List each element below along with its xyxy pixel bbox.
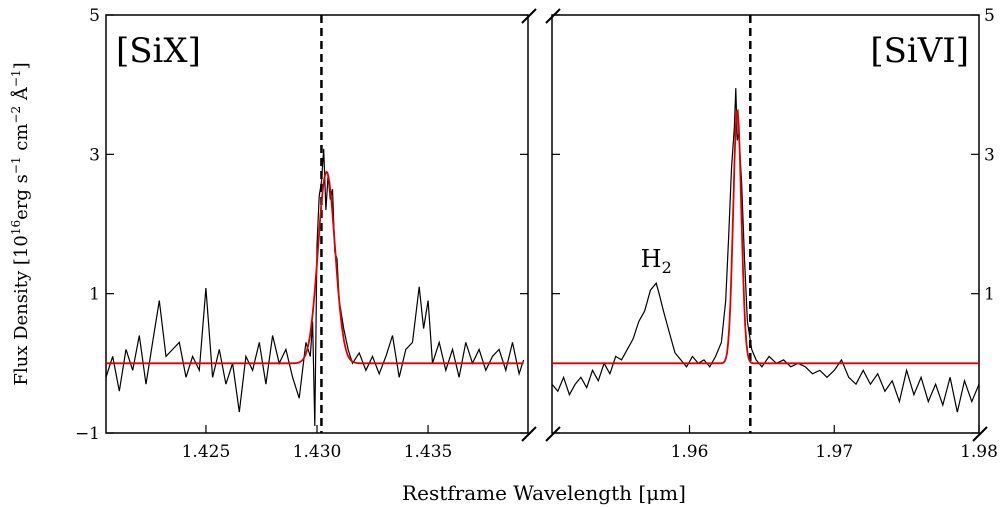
right-observed-spectrum [551,88,980,413]
y-tick-label-left: 3 [89,145,100,165]
right-panel-label: [SiVI] [870,31,969,71]
y-tick-label-right: 5 [984,6,995,26]
x-tick-label: 1.425 [182,442,231,462]
x-tick-label: 1.97 [815,442,853,462]
h2-annotation: H2 [641,245,672,277]
x-tick-label: 1.435 [404,442,453,462]
y-tick-label-left: 5 [89,6,100,26]
right-fit-curve [552,108,979,365]
break-mark-top-right [545,8,561,24]
left-observed-spectrum [105,148,525,427]
right-panel-frame [551,14,980,434]
break-mark-bottom-right [545,426,561,442]
axis-break-marks [521,8,988,442]
x-tick-label: 1.430 [293,442,342,462]
y-axis-label: Flux Density [1016erg s−1 cm−2 Å−1] [9,62,32,385]
x-tick-label: 1.96 [671,442,709,462]
y-tick-label-left: 1 [89,285,100,305]
left-panel: 1.425 1.430 1.435 [SiX] [105,14,529,462]
y-tick-label-left: −1 [75,424,100,444]
y-tick-labels: −1 1 1 3 3 5 5 [75,6,995,444]
x-tick-label: 1.98 [960,442,998,462]
left-fit-curve [106,170,524,365]
break-mark-bottom-left [521,426,537,442]
x-axis-label: Restframe Wavelength [μm] [402,481,686,505]
y-tick-label-right: 3 [984,145,995,165]
y-tick-label-right: 1 [984,285,995,305]
break-mark-top-left [521,8,537,24]
left-panel-frame [105,14,529,434]
break-mark-right-edge [972,426,988,442]
right-panel: 1.96 1.97 1.98 [SiVI] H2 [551,14,998,462]
left-panel-label: [SiX] [116,31,201,71]
left-panel-ticks: 1.425 1.430 1.435 [106,14,528,462]
right-panel-ticks: 1.96 1.97 1.98 [552,14,998,462]
